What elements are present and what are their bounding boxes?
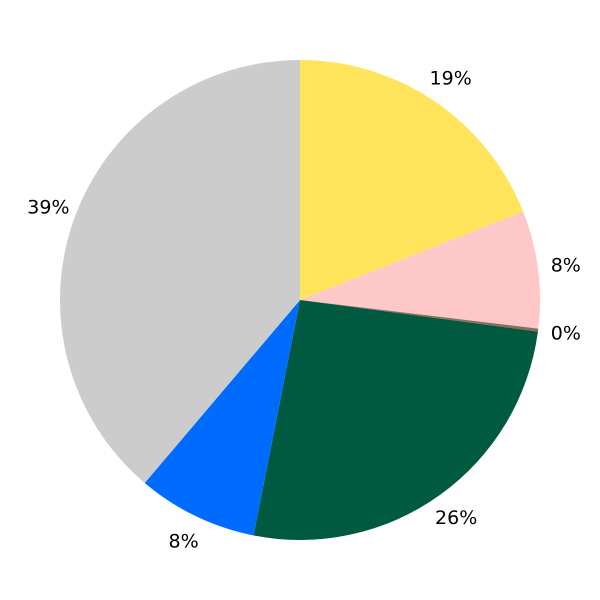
pie-slice (253, 300, 538, 540)
slice-label: 26% (435, 507, 477, 529)
pie-slice (59, 60, 300, 483)
slice-label: 19% (430, 67, 472, 89)
pie-slice (300, 60, 524, 300)
pie-slice (300, 300, 539, 332)
slice-label: 8% (551, 255, 581, 277)
pie-slice (300, 211, 540, 329)
slice-label: 8% (169, 530, 199, 552)
slice-label: 0% (551, 323, 581, 345)
pie-slice (144, 300, 300, 536)
slice-label: 39% (27, 197, 69, 219)
